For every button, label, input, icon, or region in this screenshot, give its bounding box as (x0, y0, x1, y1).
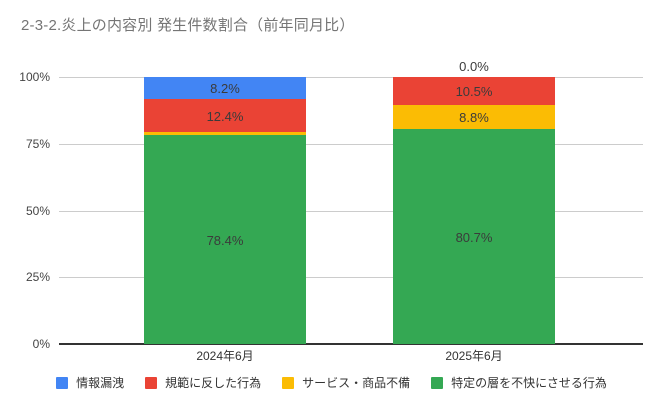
data-label-1-2: 12.4% (206, 109, 244, 124)
y-tick-label: 50% (25, 204, 50, 218)
legend-item-3: サービス・商品不備 (282, 374, 410, 391)
legend-label: 規範に反した行為 (165, 376, 262, 390)
gridline (59, 77, 643, 78)
bar-segment-1-3[interactable] (144, 132, 306, 135)
bar-segment-2-4[interactable] (393, 129, 555, 344)
legend-label: サービス・商品不備 (302, 376, 411, 390)
gridline (59, 277, 643, 278)
gridline (59, 144, 643, 145)
x-category-label-2: 2025年6月 (445, 349, 503, 363)
chart-title: 2-3-2.炎上の内容別 発生件数割合（前年同月比） (21, 17, 355, 34)
legend-label: 特定の層を不快にさせる行為 (451, 376, 607, 390)
legend-item-1: 情報漏洩 (56, 374, 124, 391)
bar-segment-1-2[interactable] (144, 99, 306, 132)
x-axis-baseline (59, 343, 643, 345)
bar-segment-1-4[interactable] (144, 135, 306, 344)
data-label-1-4: 78.4% (206, 233, 244, 248)
y-tick-label: 0% (32, 337, 50, 351)
bar-segment-2-3[interactable] (393, 105, 555, 129)
gridline (59, 211, 643, 212)
y-tick-label: 25% (25, 270, 50, 284)
legend-item-4: 特定の層を不快にさせる行為 (431, 374, 607, 391)
bar-segment-2-2[interactable] (393, 77, 555, 105)
y-tick-label: 100% (19, 70, 50, 84)
legend: 情報漏洩 規範に反した行為 サービス・商品不備 特定の層を不快にさせる行為 (0, 374, 663, 391)
legend-swatch-icon (145, 376, 158, 389)
data-label-2-2: 10.5% (455, 84, 493, 99)
legend-swatch-icon (431, 376, 444, 389)
data-label-1-1: 8.2% (210, 81, 240, 96)
x-category-label-1: 2024年6月 (196, 349, 254, 363)
bar-segment-1-1[interactable] (144, 77, 306, 99)
data-label-2-4: 80.7% (455, 230, 493, 245)
legend-swatch-icon (282, 376, 295, 389)
legend-item-2: 規範に反した行為 (145, 374, 261, 391)
data-label-2-1: 0.0% (459, 59, 489, 74)
legend-swatch-icon (56, 376, 69, 389)
data-label-2-3: 8.8% (459, 110, 489, 125)
legend-label: 情報漏洩 (76, 376, 125, 390)
y-tick-label: 75% (25, 137, 50, 151)
